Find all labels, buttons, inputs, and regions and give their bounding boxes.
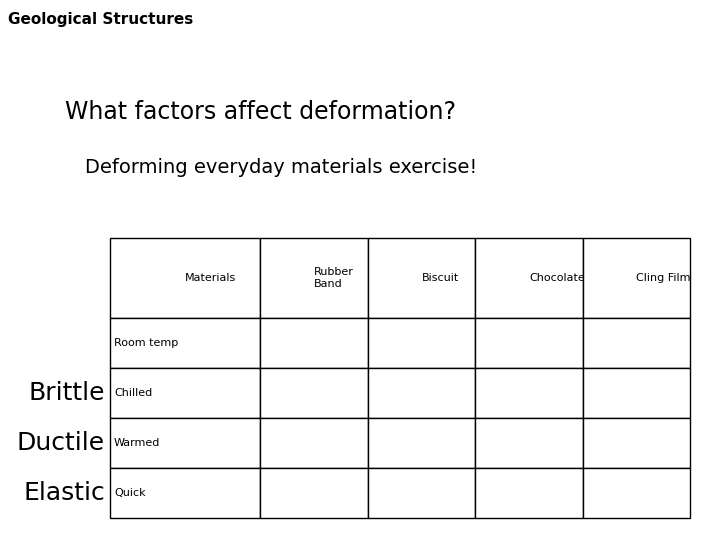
- Bar: [261, 318, 368, 368]
- Bar: [582, 368, 690, 418]
- Text: Brittle: Brittle: [29, 381, 105, 405]
- Bar: [261, 418, 368, 468]
- Bar: [110, 468, 261, 518]
- Text: Cling Film: Cling Film: [636, 273, 690, 283]
- Bar: [368, 468, 475, 518]
- Text: Room temp: Room temp: [114, 338, 179, 348]
- Bar: [261, 368, 368, 418]
- Bar: [582, 468, 690, 518]
- Bar: [261, 468, 368, 518]
- Bar: [475, 318, 582, 368]
- Text: Elastic: Elastic: [23, 481, 105, 505]
- Bar: [475, 238, 582, 318]
- Text: Chilled: Chilled: [114, 388, 152, 398]
- Bar: [368, 418, 475, 468]
- Bar: [261, 238, 368, 318]
- Bar: [110, 368, 261, 418]
- Text: Warmed: Warmed: [114, 438, 161, 448]
- Text: Quick: Quick: [114, 488, 145, 498]
- Text: Deforming everyday materials exercise!: Deforming everyday materials exercise!: [85, 158, 477, 177]
- Text: Geological Structures: Geological Structures: [8, 12, 193, 27]
- Text: Chocolate: Chocolate: [529, 273, 585, 283]
- Bar: [582, 318, 690, 368]
- Bar: [110, 318, 261, 368]
- Bar: [368, 368, 475, 418]
- Bar: [582, 418, 690, 468]
- Bar: [475, 368, 582, 418]
- Bar: [582, 238, 690, 318]
- Bar: [368, 238, 475, 318]
- Bar: [368, 318, 475, 368]
- Text: Biscuit: Biscuit: [421, 273, 459, 283]
- Bar: [475, 468, 582, 518]
- Text: Rubber
Band: Rubber Band: [314, 267, 354, 289]
- Text: Materials: Materials: [185, 273, 236, 283]
- Text: Ductile: Ductile: [17, 431, 105, 455]
- Bar: [475, 418, 582, 468]
- Bar: [110, 238, 261, 318]
- Text: What factors affect deformation?: What factors affect deformation?: [65, 100, 456, 124]
- Bar: [110, 418, 261, 468]
